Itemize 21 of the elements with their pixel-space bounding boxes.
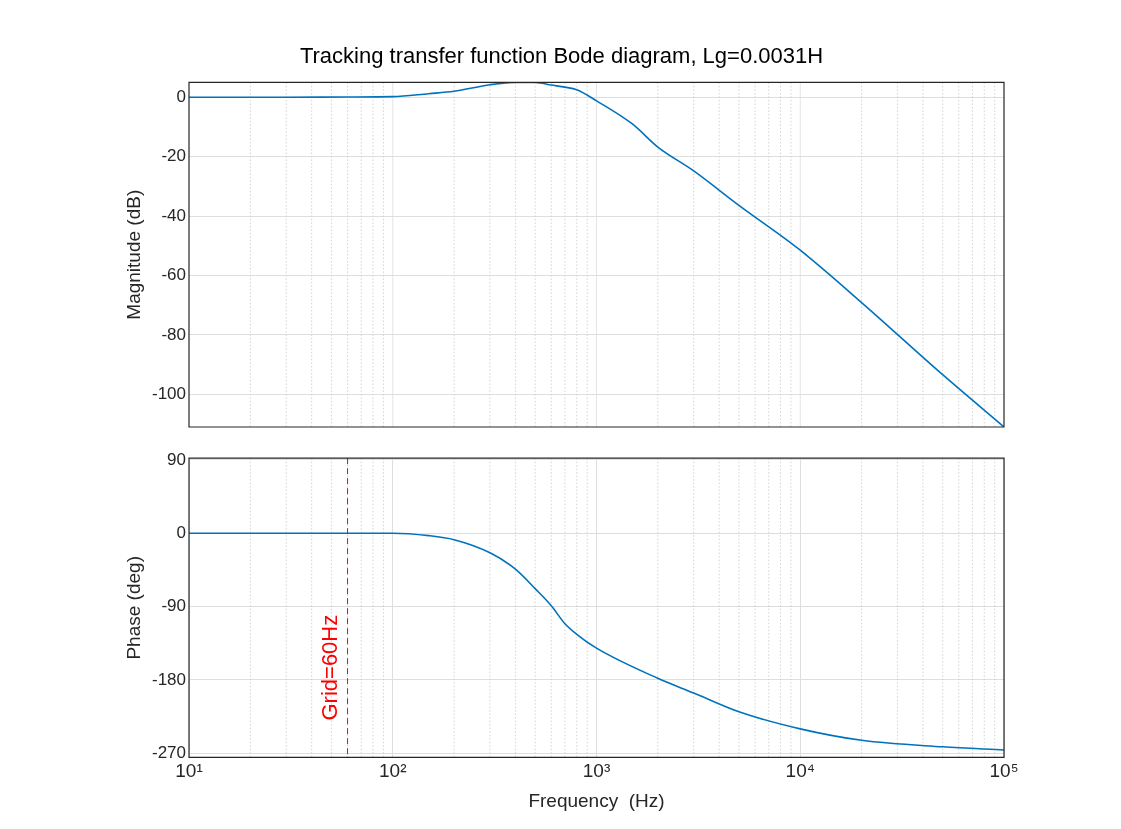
chart-title: Tracking transfer function Bode diagram, Lg=0.0031H [299, 43, 824, 69]
y-tick-label: -100 [151, 384, 186, 404]
x-tick-label: 10³ [582, 760, 611, 782]
y-tick-label: -180 [151, 669, 186, 689]
y-tick-label: -60 [161, 265, 186, 285]
y-tick-label: 0 [176, 522, 186, 542]
y-axis-title: Phase (deg) [122, 556, 144, 660]
y-tick-label: -40 [161, 205, 186, 225]
x-tick-label: 10² [379, 760, 407, 782]
x-tick-label: 10⁴ [785, 760, 815, 782]
y-tick-label: -20 [161, 146, 186, 166]
x-tick-label: 10¹ [175, 760, 203, 782]
y-tick-label: -270 [151, 743, 186, 763]
x-tick-label: 10⁵ [989, 760, 1019, 782]
y-tick-label: -80 [161, 324, 186, 344]
x-axis-title: Frequency (Hz) [528, 789, 665, 811]
y-tick-label: 0 [176, 86, 186, 106]
y-tick-label: -90 [161, 596, 186, 616]
y-axis-title: Magnitude (dB) [122, 189, 144, 320]
ref-line-label: Grid=60Hz [316, 614, 342, 721]
y-tick-label: 90 [167, 449, 186, 469]
